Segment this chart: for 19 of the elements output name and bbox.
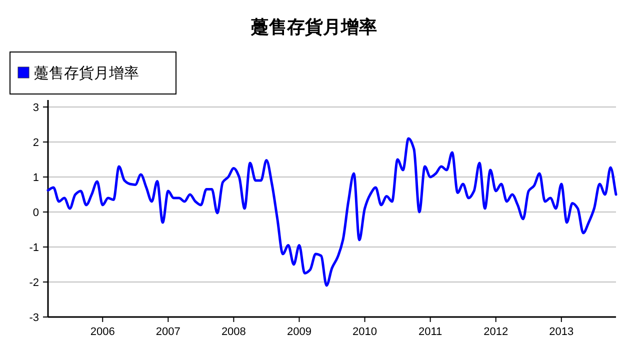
y-tick-label: 2 [32, 137, 39, 149]
line-series [46, 137, 618, 287]
x-tick-label: 2007 [156, 326, 180, 338]
x-tick-label: 2008 [221, 326, 246, 338]
x-tick-label: 2010 [352, 326, 378, 338]
x-tick-label: 2009 [286, 326, 312, 338]
legend-label: 躉售存貨月增率 [34, 65, 139, 82]
x-tick-label: 2012 [484, 326, 508, 338]
x-tick-label: 2013 [549, 326, 574, 338]
x-tick-label: 2011 [418, 326, 442, 338]
chart-title: 躉售存貨月增率 [250, 17, 377, 37]
x-tick-label: 2006 [90, 326, 115, 338]
y-tick-label: 1 [32, 172, 39, 184]
y-tick-label: -3 [29, 312, 39, 324]
y-tick-label: 0 [32, 207, 39, 219]
y-tick-label: -1 [29, 242, 39, 254]
y-tick-label: -2 [29, 277, 39, 289]
y-tick-label: 3 [32, 102, 39, 114]
legend: 躉售存貨月增率 [10, 52, 176, 94]
